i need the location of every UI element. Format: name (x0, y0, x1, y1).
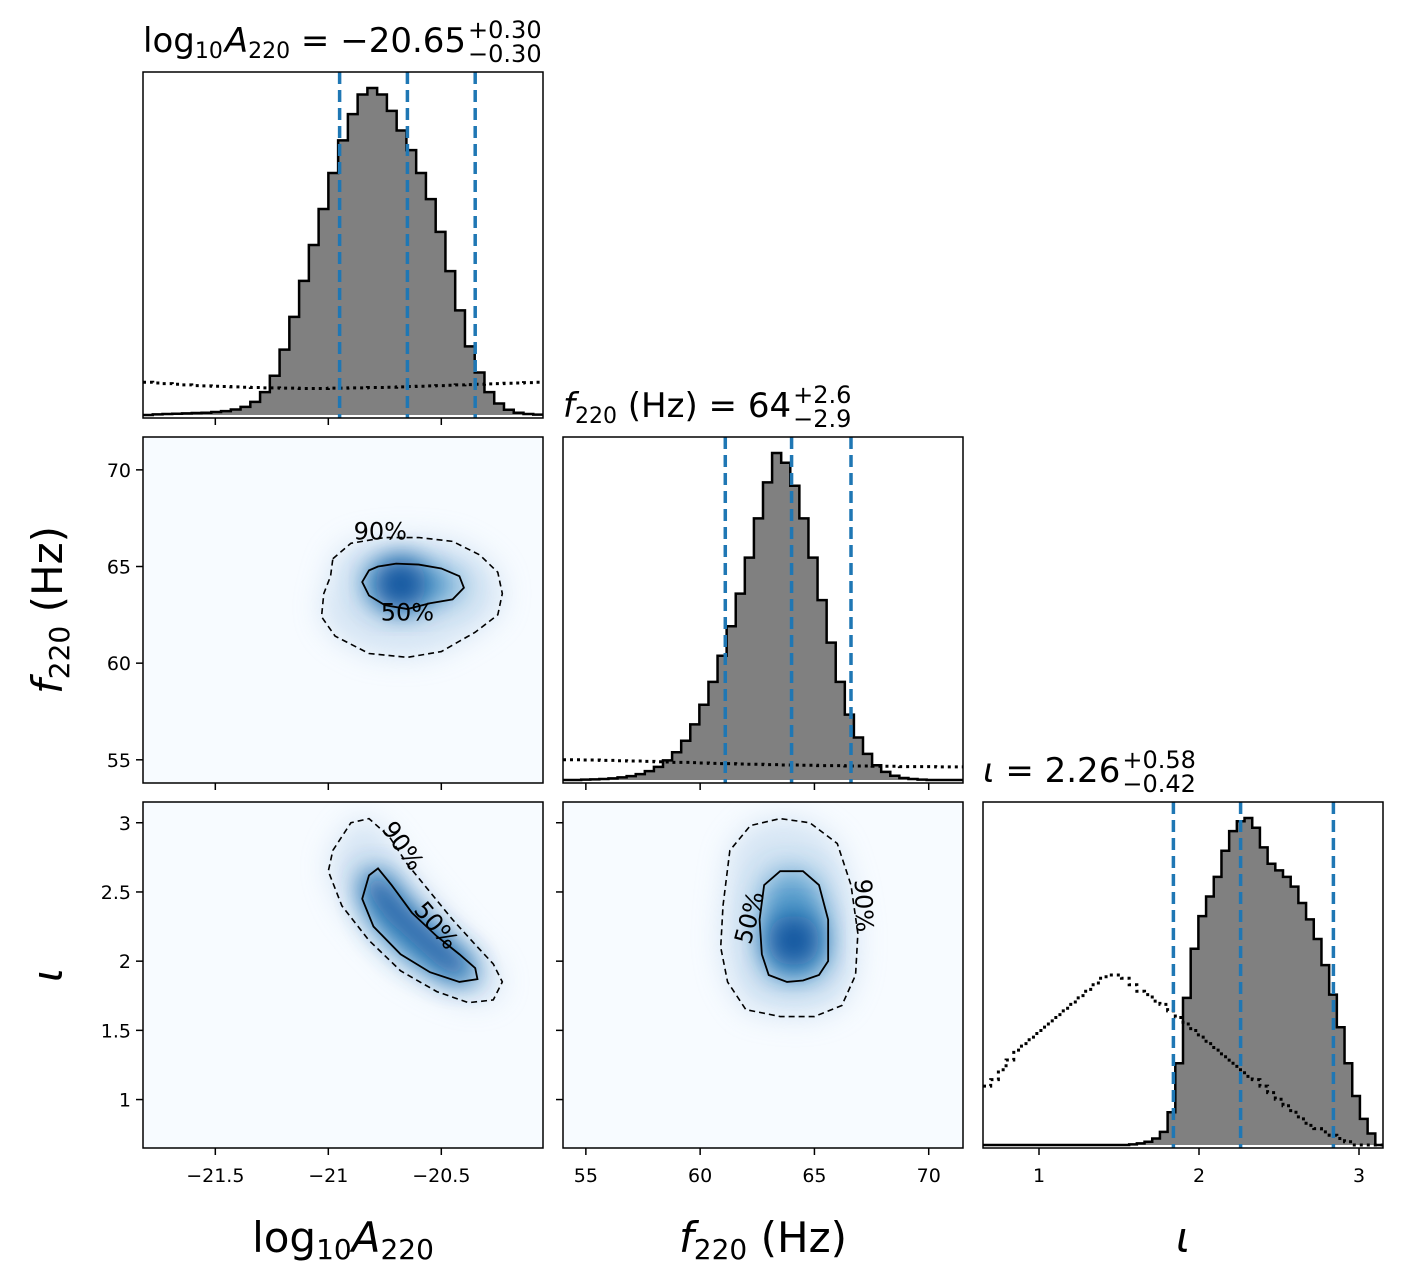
joint-2-0-xtick-label-1: −21 (308, 1165, 348, 1187)
diag-2-title: ι = 2.26 (983, 751, 1120, 791)
text-layer: log10A220 = −20.65 +0.30−0.30 50% 90% 55 60 65… (23, 16, 1365, 1266)
diag-2-xtick-label-0: 1 (1033, 1165, 1045, 1187)
diag-2-frame (982, 801, 1384, 1149)
joint-1-0-ytick-label-1: 60 (107, 653, 131, 675)
diag-1-title: f220 (Hz) = 64 (563, 386, 791, 429)
diag-1-prior-outline (563, 758, 963, 769)
diag-1-title-upper-error: +2.6 (793, 381, 851, 409)
joint-1-0-contour-90 (320, 536, 504, 659)
joint-1-0-contour-50-label: 50% (381, 599, 434, 627)
joint-2-0-density-ridge (362, 874, 471, 980)
diag-0-posterior-fill (143, 88, 543, 415)
joint-2-1-density-peak (767, 914, 820, 967)
joint-2-0-ytick-label-4: 3 (119, 813, 131, 835)
joint-2-1-xtick-label-0: 55 (574, 1165, 598, 1187)
diag-1-frame (562, 436, 964, 784)
joint-2-1-frame (562, 801, 964, 1149)
diag-0-frame (142, 71, 544, 419)
y-axis-label-0: f220 (Hz) (23, 526, 76, 694)
joint-2-1-contour-90 (719, 817, 859, 1018)
joint-2-0-contour-50 (361, 867, 479, 983)
joint-1-0-frame (142, 436, 544, 784)
diag-0-prior-outline (143, 380, 543, 391)
diag-2-title-upper-error: +0.58 (1122, 746, 1196, 774)
x-axis-label-1: f220 (Hz) (679, 1213, 847, 1266)
joint-1-0-ytick-label-3: 70 (107, 460, 131, 482)
diag-2-posterior-fill (983, 818, 1383, 1145)
joint-2-0-xtick-label-2: −20.5 (412, 1165, 470, 1187)
joint-1-0-density-peak (374, 557, 427, 610)
diag-0-posterior-outline (143, 86, 543, 417)
diag-2-xtick-label-1: 2 (1193, 1165, 1205, 1187)
x-axis-label-0: log10A220 (252, 1213, 434, 1266)
x-axis-label-2: ι (1176, 1213, 1190, 1262)
diag-2-plot-area (983, 802, 1383, 1148)
joint-2-0-plot-area (143, 802, 543, 1148)
diag-1-title-lower-error: −2.9 (793, 405, 851, 433)
joint-2-0-ytick-label-3: 2.5 (101, 882, 131, 904)
panels-layer (136, 71, 1384, 1155)
diag-2-title-lower-error: −0.42 (1122, 770, 1196, 798)
joint-2-0-contour-90 (327, 817, 504, 1004)
joint-2-1-plot-area (563, 802, 963, 1148)
diag-2-xtick-label-2: 3 (1353, 1165, 1365, 1187)
joint-1-0-contour-90-label: 90% (354, 517, 407, 545)
joint-2-0-ytick-label-2: 2 (119, 951, 131, 973)
diag-1-posterior-fill (563, 453, 963, 780)
joint-2-1-contour-90-label: 90% (849, 878, 879, 932)
joint-2-0-ytick-label-1: 1.5 (101, 1020, 131, 1042)
diag-2-prior-outline (983, 973, 1383, 1147)
joint-2-1-xtick-label-1: 60 (688, 1165, 712, 1187)
joint-2-0-ytick-label-0: 1 (119, 1090, 131, 1112)
diag-1-plot-area (563, 437, 963, 783)
y-axis-label-1: ι (23, 968, 72, 982)
joint-2-1-xtick-label-3: 70 (917, 1165, 941, 1187)
joint-1-0-plot-area (143, 437, 543, 783)
joint-2-1-contour-50 (758, 870, 830, 983)
diag-0-title-upper-error: +0.30 (468, 16, 542, 44)
diag-1-posterior-outline (563, 451, 963, 782)
diag-0-plot-area (143, 72, 543, 418)
joint-1-0-ytick-label-2: 65 (107, 557, 131, 579)
diag-0-title-lower-error: −0.30 (468, 40, 542, 68)
diag-0-title: log10A220 = −20.65 (143, 21, 466, 64)
joint-1-0-ytick-label-0: 55 (107, 750, 131, 772)
joint-2-0-xtick-label-0: −21.5 (186, 1165, 244, 1187)
diag-2-posterior-outline (983, 816, 1383, 1147)
joint-1-0-contour-50 (361, 562, 465, 610)
joint-2-0-frame (142, 801, 544, 1149)
joint-2-1-xtick-label-2: 65 (802, 1165, 826, 1187)
